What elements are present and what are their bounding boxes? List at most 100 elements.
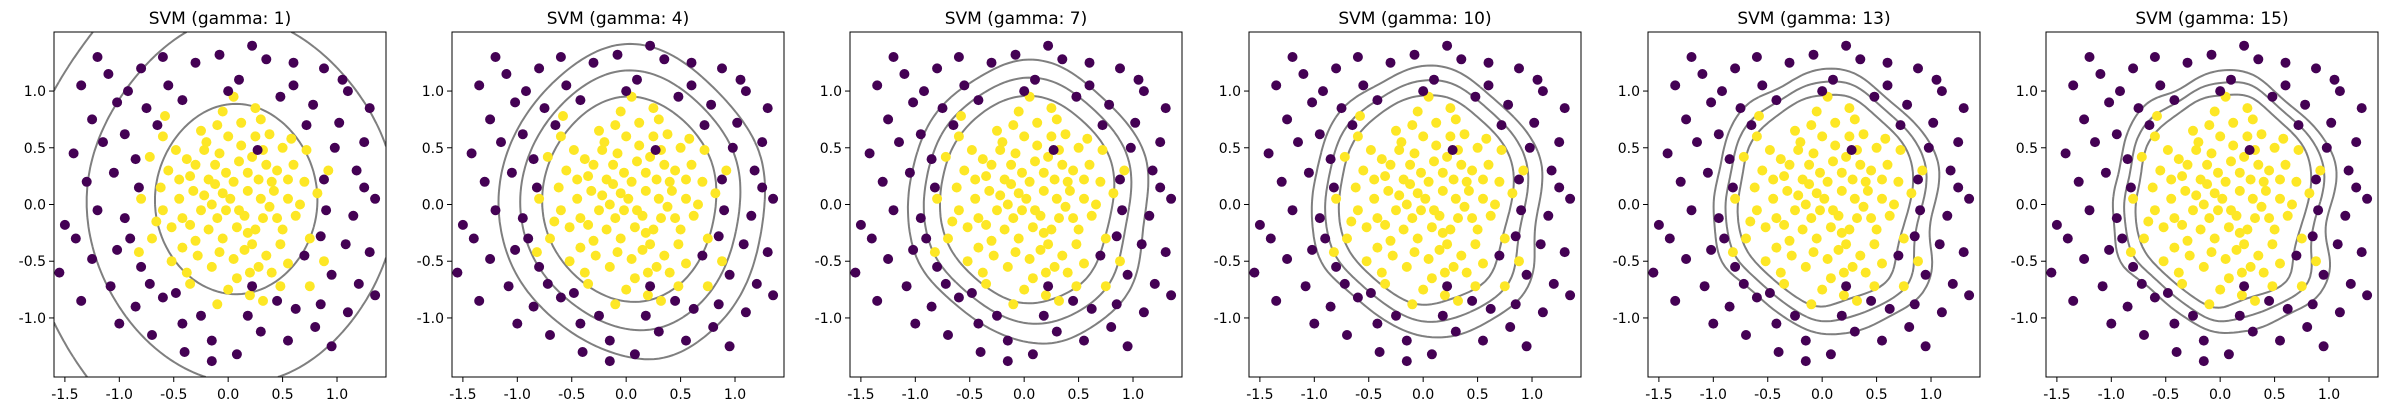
point-class-1	[2267, 239, 2278, 250]
point-class-0	[940, 278, 951, 289]
point-class-0	[1757, 80, 1768, 91]
point-class-1	[586, 185, 597, 196]
point-class-1	[2213, 205, 2223, 216]
point-class-0	[2226, 74, 2236, 85]
point-class-1	[977, 267, 988, 278]
point-class-0	[953, 52, 964, 62]
point-class-0	[1138, 86, 1149, 97]
point-class-1	[1472, 142, 1483, 153]
point-class-1	[1407, 213, 1418, 224]
x-tick-label: 0.5	[1466, 387, 1488, 403]
y-tick-label: 1.0	[820, 84, 842, 100]
point-class-0	[632, 74, 642, 85]
point-class-0	[2267, 91, 2278, 102]
point-class-0	[1307, 244, 1318, 255]
point-class-0	[1882, 80, 1893, 91]
x-tick-label: -0.5	[1754, 387, 1781, 403]
point-class-1	[662, 129, 673, 140]
point-class-1	[214, 247, 225, 258]
point-class-1	[1119, 165, 1130, 176]
point-class-0	[706, 99, 717, 110]
point-class-0	[157, 52, 168, 62]
point-class-0	[1675, 176, 1686, 187]
point-class-1	[1401, 261, 1412, 272]
point-class-1	[144, 151, 155, 162]
point-class-0	[1483, 80, 1494, 91]
point-class-0	[517, 213, 528, 224]
point-class-0	[2300, 99, 2311, 110]
point-class-1	[693, 199, 703, 210]
point-class-1	[2206, 247, 2217, 258]
point-class-0	[719, 205, 730, 216]
point-class-1	[564, 256, 575, 267]
point-class-1	[2149, 205, 2160, 216]
point-class-0	[337, 74, 348, 85]
point-class-0	[283, 335, 293, 346]
point-class-0	[1287, 205, 1298, 216]
point-class-0	[1276, 176, 1287, 187]
point-class-0	[272, 295, 283, 306]
point-class-1	[648, 131, 659, 142]
point-class-1	[244, 267, 255, 278]
point-class-0	[2115, 86, 2125, 97]
point-class-1	[239, 244, 250, 255]
point-class-1	[1073, 224, 1084, 235]
point-class-1	[1485, 210, 1496, 221]
point-class-0	[1358, 80, 1369, 91]
point-class-0	[1884, 303, 1895, 314]
point-class-0	[1686, 52, 1697, 62]
point-class-0	[1913, 174, 1923, 185]
point-class-0	[866, 233, 877, 244]
point-class-0	[1529, 117, 1540, 128]
x-tick-label: 0.5	[1067, 387, 1089, 403]
x-tick-label: 0.5	[2263, 387, 2285, 403]
point-class-1	[1456, 250, 1467, 261]
point-class-1	[1467, 213, 1478, 224]
point-class-0	[621, 86, 632, 97]
point-class-1	[2275, 174, 2285, 185]
point-class-1	[304, 233, 315, 244]
point-class-0	[1166, 290, 1177, 301]
point-class-1	[1027, 222, 1038, 233]
point-class-1	[247, 151, 258, 162]
point-class-0	[141, 103, 152, 114]
point-class-0	[929, 182, 940, 193]
point-class-1	[2155, 165, 2166, 176]
y-tick-label: 1.0	[24, 84, 46, 100]
point-class-0	[326, 341, 337, 352]
point-class-0	[2188, 310, 2198, 321]
y-tick-label: 0.5	[422, 141, 444, 157]
point-class-0	[321, 205, 332, 216]
point-class-0	[179, 347, 190, 357]
point-class-0	[223, 86, 234, 97]
point-class-0	[2117, 233, 2128, 244]
point-class-0	[308, 99, 319, 110]
point-class-1	[231, 273, 242, 284]
point-class-1	[323, 165, 334, 176]
point-class-1	[2245, 174, 2256, 185]
point-class-0	[932, 261, 943, 272]
point-class-1	[1100, 233, 1111, 244]
point-class-0	[119, 213, 130, 224]
point-class-0	[2362, 193, 2373, 204]
point-class-1	[1494, 176, 1505, 187]
point-class-1	[1062, 267, 1073, 278]
chart-panel-2: -1.5 -1.0 -0.5 0.0 0.5 1.0 -1.0 -0.5 0.0 0.5 1.0 SV…	[417, 9, 785, 403]
point-class-0	[751, 278, 762, 289]
point-class-1	[1409, 247, 1420, 258]
point-class-0	[757, 182, 768, 193]
point-class-0	[1735, 103, 1746, 114]
point-class-0	[1320, 233, 1331, 244]
point-class-1	[210, 159, 221, 170]
point-class-1	[640, 185, 651, 196]
point-class-0	[92, 205, 103, 216]
point-class-0	[370, 290, 381, 301]
point-class-0	[973, 318, 984, 329]
point-class-1	[575, 213, 586, 224]
point-class-1	[2193, 137, 2204, 148]
point-class-0	[1160, 103, 1171, 114]
point-class-1	[1499, 233, 1510, 244]
point-class-1	[185, 278, 196, 289]
point-class-1	[659, 159, 670, 170]
point-class-1	[2245, 261, 2256, 272]
